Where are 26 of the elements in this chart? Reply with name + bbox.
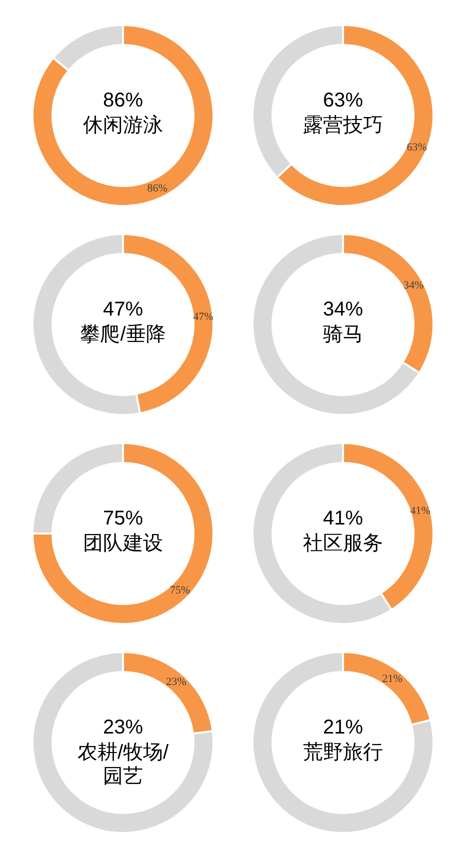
data-label: 75%: [169, 584, 190, 596]
donut-slice: [31, 24, 214, 207]
text: 34%: [322, 298, 363, 320]
text: 86%: [102, 90, 143, 112]
text: 团队建设: [82, 532, 162, 554]
text: 75%: [102, 508, 143, 530]
text: 攀爬/垂降: [80, 324, 166, 346]
text: 骑马: [322, 324, 362, 346]
text: 23%: [102, 716, 143, 738]
text: 社区服务: [302, 532, 382, 554]
text: 63%: [322, 90, 363, 112]
text: 41%: [322, 508, 363, 530]
data-label: 34%: [402, 280, 424, 292]
data-label: 63%: [406, 141, 426, 154]
data-label: 23%: [166, 676, 186, 688]
donut-slice: [31, 651, 214, 834]
text: 荒野旅行: [302, 742, 382, 764]
data-label: 21%: [382, 672, 402, 685]
data-label: 86%: [146, 182, 167, 194]
donut-slice: [251, 651, 434, 834]
text: 休闲游泳: [82, 114, 162, 136]
text: 21%: [322, 716, 363, 738]
text: 露营技巧: [302, 114, 382, 136]
text: 47%: [102, 298, 143, 320]
text: 农耕/牧场/园艺: [76, 742, 168, 788]
donut-slice: [31, 442, 214, 625]
